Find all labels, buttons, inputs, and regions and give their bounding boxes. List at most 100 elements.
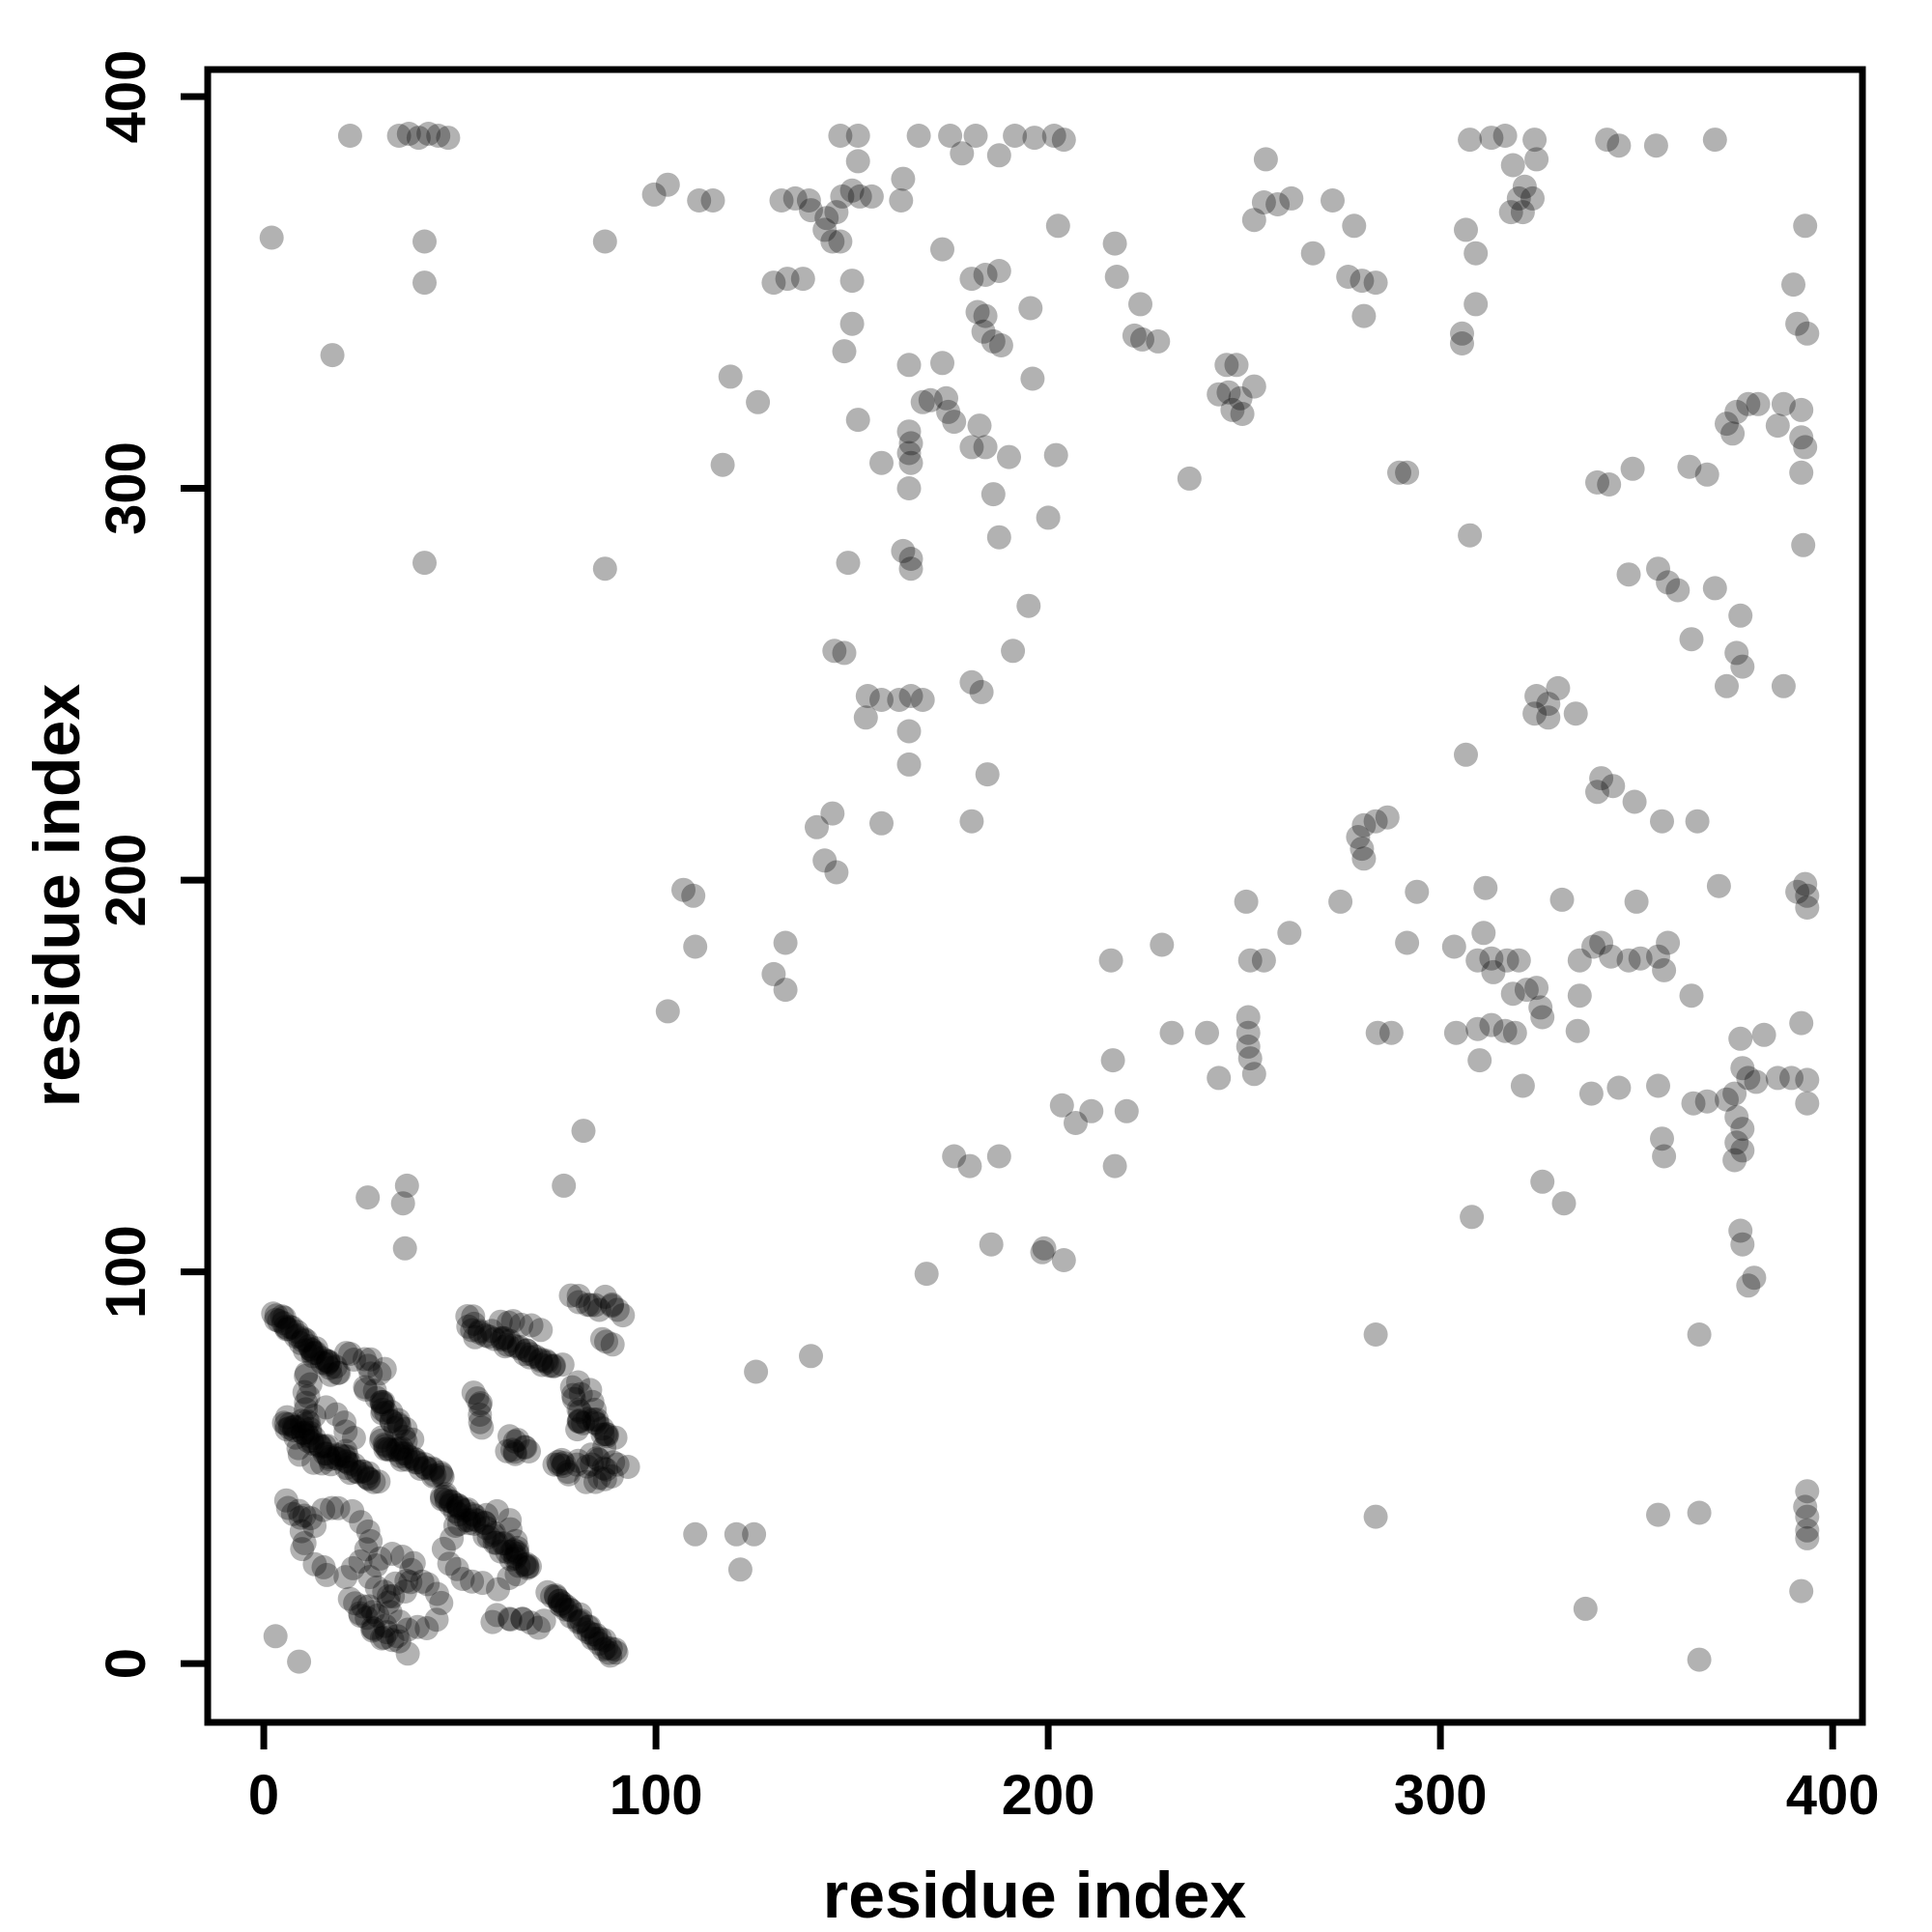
data-point bbox=[896, 353, 922, 378]
data-point bbox=[369, 1626, 394, 1651]
data-point bbox=[501, 1538, 526, 1563]
data-point bbox=[519, 1313, 544, 1338]
data-point bbox=[1146, 328, 1171, 354]
data-point bbox=[505, 1428, 530, 1453]
data-point bbox=[429, 1590, 454, 1615]
data-point bbox=[313, 1348, 338, 1373]
data-point bbox=[805, 814, 829, 839]
data-point bbox=[348, 1548, 373, 1574]
data-point bbox=[1789, 1578, 1814, 1604]
data-point bbox=[456, 1314, 481, 1339]
data-point bbox=[460, 1318, 485, 1343]
data-point bbox=[462, 1511, 487, 1536]
data-point bbox=[605, 1297, 630, 1322]
data-point bbox=[1506, 948, 1531, 973]
data-point bbox=[1789, 397, 1814, 422]
data-point bbox=[1679, 627, 1704, 652]
data-point bbox=[356, 1465, 381, 1491]
data-point bbox=[592, 1466, 617, 1492]
data-point bbox=[1624, 889, 1649, 914]
data-point bbox=[290, 1537, 315, 1562]
data-point bbox=[587, 1465, 612, 1491]
data-point bbox=[476, 1524, 501, 1549]
data-point bbox=[378, 1600, 403, 1625]
data-point bbox=[1241, 1062, 1266, 1087]
data-point bbox=[259, 225, 284, 250]
data-point bbox=[505, 1542, 530, 1566]
data-point bbox=[700, 188, 725, 213]
data-point bbox=[1300, 241, 1325, 266]
data-point bbox=[333, 1438, 358, 1463]
data-point bbox=[482, 1530, 507, 1555]
data-point bbox=[1351, 303, 1377, 328]
data-point bbox=[1236, 1020, 1261, 1045]
data-point bbox=[281, 1414, 306, 1439]
data-point bbox=[1687, 1500, 1712, 1525]
data-point bbox=[361, 1616, 386, 1641]
data-point bbox=[502, 1546, 527, 1571]
data-point bbox=[323, 1445, 348, 1470]
data-point bbox=[391, 1425, 416, 1449]
data-point bbox=[264, 1307, 289, 1332]
data-point bbox=[503, 1544, 528, 1569]
data-point bbox=[582, 1293, 608, 1318]
data-point bbox=[603, 1425, 628, 1450]
data-point bbox=[1728, 603, 1753, 628]
data-point bbox=[493, 1334, 518, 1359]
data-point bbox=[1702, 576, 1727, 601]
data-point bbox=[316, 1444, 341, 1469]
data-point bbox=[298, 1416, 323, 1441]
data-point bbox=[1492, 124, 1518, 148]
data-point bbox=[1458, 523, 1483, 548]
data-point bbox=[387, 1413, 412, 1438]
data-point bbox=[519, 1342, 544, 1367]
data-point bbox=[396, 1444, 421, 1469]
data-point bbox=[334, 1449, 359, 1474]
data-point bbox=[517, 1345, 542, 1370]
data-point bbox=[1520, 185, 1545, 211]
data-point bbox=[1715, 673, 1739, 698]
data-point bbox=[980, 482, 1006, 507]
data-point bbox=[315, 1351, 339, 1377]
data-point bbox=[461, 1502, 485, 1527]
data-point bbox=[582, 1407, 607, 1432]
data-point bbox=[401, 1550, 426, 1576]
data-point bbox=[384, 1415, 408, 1440]
data-point bbox=[869, 450, 894, 475]
data-point bbox=[374, 1620, 399, 1645]
data-point bbox=[1765, 413, 1790, 439]
tick-label: 0 bbox=[95, 1648, 157, 1679]
data-point bbox=[342, 1348, 366, 1372]
data-point bbox=[586, 1297, 611, 1322]
data-point bbox=[1128, 292, 1152, 317]
data-point bbox=[274, 1405, 299, 1430]
data-point bbox=[327, 1443, 353, 1468]
data-point bbox=[552, 1173, 577, 1198]
data-point bbox=[683, 1521, 708, 1547]
data-point bbox=[274, 1317, 299, 1342]
data-point bbox=[499, 1539, 525, 1564]
data-point bbox=[1524, 147, 1549, 172]
data-point bbox=[1702, 128, 1727, 153]
data-point bbox=[402, 1446, 426, 1471]
data-point bbox=[416, 122, 441, 146]
data-point bbox=[302, 1551, 327, 1577]
data-point bbox=[584, 1407, 610, 1433]
data-point bbox=[303, 1336, 328, 1361]
data-point bbox=[898, 547, 923, 571]
data-point bbox=[1751, 1022, 1776, 1047]
data-point bbox=[301, 1404, 327, 1429]
data-point bbox=[437, 1551, 462, 1577]
data-point bbox=[967, 413, 992, 439]
data-point bbox=[283, 1414, 308, 1439]
data-point bbox=[988, 333, 1013, 357]
data-point bbox=[332, 1443, 356, 1468]
data-point bbox=[334, 1456, 359, 1481]
data-point bbox=[589, 1326, 614, 1351]
data-point bbox=[1100, 1048, 1125, 1073]
data-point bbox=[1177, 466, 1202, 491]
data-point bbox=[557, 1597, 582, 1622]
data-point bbox=[370, 1397, 395, 1422]
data-point bbox=[316, 1350, 341, 1376]
